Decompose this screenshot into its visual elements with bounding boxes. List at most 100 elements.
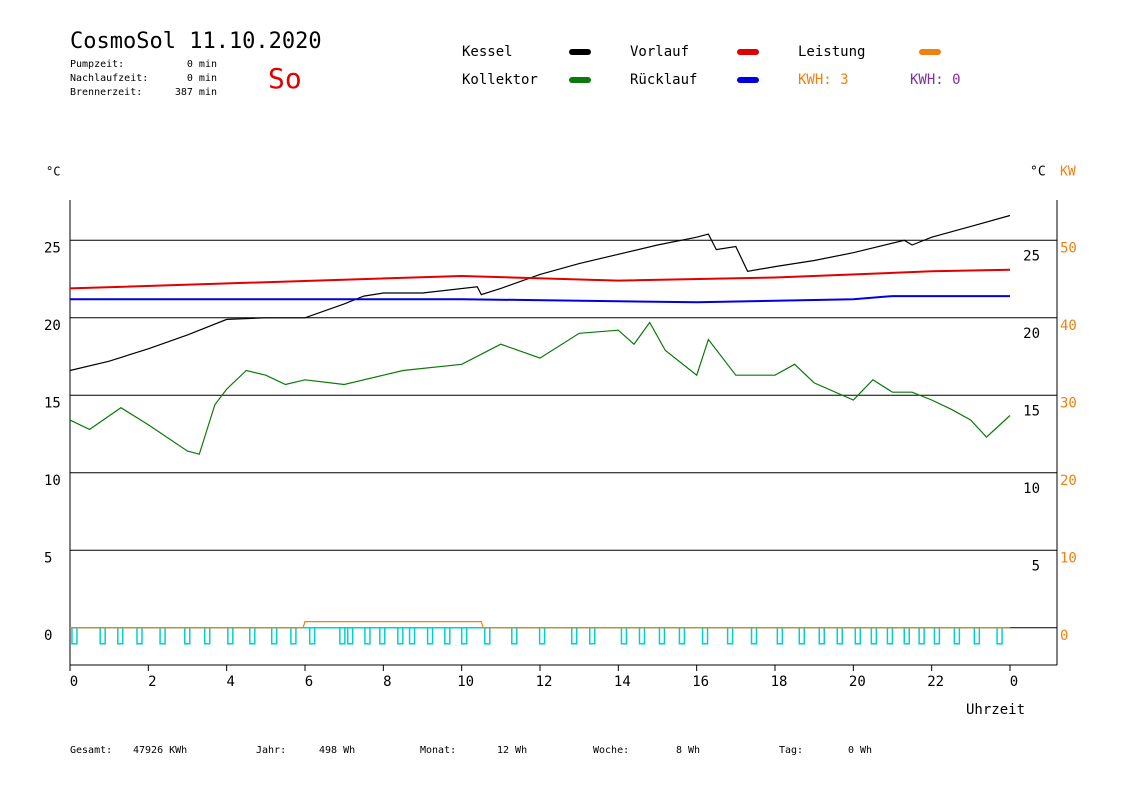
pulse (538, 627, 546, 645)
y-label: °C (46, 165, 60, 179)
pulse (620, 627, 628, 645)
y-tick-label: 10 (44, 473, 61, 489)
pulse (798, 627, 806, 645)
pulse (290, 627, 297, 645)
total-value: 12 Wh (497, 745, 527, 756)
y2-label: °C (1030, 165, 1046, 180)
y2-tick-label: 30 (1060, 395, 1077, 411)
legend-label: Kessel (462, 44, 513, 60)
x-tick-label: 0 (1010, 674, 1018, 690)
pulse (379, 627, 386, 645)
total-label: Monat: (420, 745, 456, 756)
pulse (159, 627, 166, 645)
pulse (973, 627, 981, 645)
pulse (136, 627, 143, 645)
stat-label: Pumpzeit: (70, 59, 124, 70)
y-tick-label: 5 (44, 550, 52, 566)
y2-label: KW (1060, 165, 1076, 180)
y-tick-label-right: 10 (1023, 481, 1040, 497)
pulse (460, 627, 468, 645)
total-value: 8 Wh (676, 745, 700, 756)
pulse (776, 627, 784, 645)
pulse (726, 627, 734, 645)
y-tick-label: 25 (44, 240, 61, 256)
total-label: Tag: (779, 745, 803, 756)
x-tick-label: 8 (383, 674, 391, 690)
x-tick-label: 14 (614, 674, 631, 690)
x-tick-label: 2 (148, 674, 156, 690)
pulse (484, 627, 491, 645)
pulse (184, 627, 191, 645)
total-label: Woche: (593, 745, 629, 756)
pulse (117, 627, 124, 645)
x-tick-label: 18 (771, 674, 788, 690)
x-tick-label: 0 (70, 674, 78, 690)
total-value: 47926 KWh (133, 745, 187, 756)
y2-tick-label: 50 (1060, 240, 1077, 256)
x-tick-label: 4 (226, 674, 234, 690)
y-tick-label: 20 (44, 318, 61, 334)
legend-label: Kollektor (462, 72, 538, 88)
pulse (701, 627, 709, 645)
pulse (953, 627, 961, 645)
pulse (426, 627, 434, 645)
y-tick-label-right: 25 (1023, 248, 1040, 264)
stat-value: 387 min (175, 87, 217, 98)
pulse (71, 627, 78, 645)
series-line (70, 620, 1010, 629)
pulse (750, 627, 758, 645)
y-tick-label-right: 5 (1032, 558, 1040, 574)
pulse (870, 627, 878, 645)
x-tick-label: 16 (692, 674, 709, 690)
pulse (658, 627, 666, 645)
kwh-label: KWH: 0 (910, 72, 961, 88)
pulse (308, 627, 316, 645)
total-value: 0 Wh (848, 745, 872, 756)
series-line (69, 321, 1011, 455)
y2-tick-label: 20 (1060, 473, 1077, 489)
legend-label: Leistung (798, 44, 865, 60)
y-tick-label: 15 (44, 395, 61, 411)
pulse (903, 627, 910, 645)
pulse (364, 627, 371, 645)
pulse (854, 627, 862, 645)
pulse (227, 627, 234, 645)
legend-label: Vorlauf (630, 44, 689, 60)
pulse (918, 627, 925, 645)
pulse (99, 627, 106, 645)
y2-tick-label: 10 (1060, 550, 1077, 566)
pulse (203, 627, 211, 645)
x-tick-label: 10 (457, 674, 474, 690)
pulse (270, 627, 278, 645)
pulse (996, 627, 1003, 645)
pulse (886, 627, 894, 645)
pulse (933, 627, 941, 645)
pulse (588, 627, 596, 645)
y-tick-label-right: 20 (1023, 326, 1040, 342)
pulse (678, 627, 686, 645)
pulse (339, 627, 346, 645)
x-tick-label: 6 (305, 674, 313, 690)
pulse (408, 627, 416, 645)
x-tick-label: 12 (536, 674, 553, 690)
x-tick-label: 22 (927, 674, 944, 690)
x-label: Uhrzeit (966, 702, 1025, 718)
total-label: Gesamt: (70, 745, 112, 756)
pulse (444, 627, 451, 645)
x-tick-label: 20 (849, 674, 866, 690)
pulse (511, 627, 518, 645)
series-line (69, 214, 1011, 372)
total-value: 498 Wh (319, 745, 355, 756)
pulse (397, 627, 404, 645)
y2-tick-label: 40 (1060, 318, 1077, 334)
stat-label: Brennerzeit: (70, 87, 142, 98)
y-tick-label-right: 15 (1023, 403, 1040, 419)
pulse (638, 627, 646, 645)
pulse (570, 627, 578, 645)
stat-label: Nachlaufzeit: (70, 73, 148, 84)
pulse (249, 627, 256, 645)
y-tick-label: 0 (44, 628, 52, 644)
series-line (70, 295, 1010, 304)
